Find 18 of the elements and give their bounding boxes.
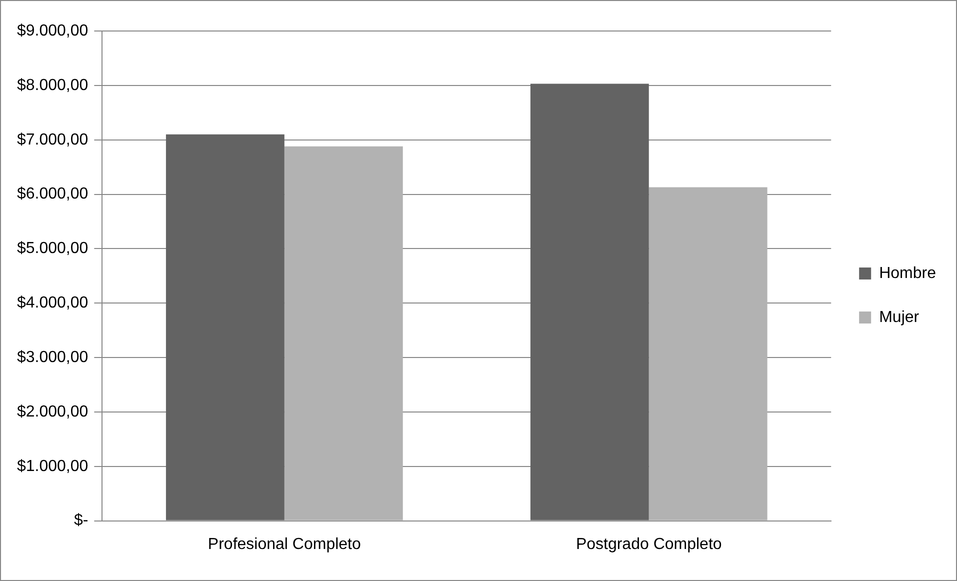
y-tick-label: $6.000,00: [16, 186, 88, 203]
bar: [648, 187, 768, 520]
bar: [530, 84, 649, 520]
x-tick-label: Profesional Completo: [208, 536, 361, 553]
bar: [166, 134, 284, 520]
y-tick-label: $7.000,00: [16, 131, 88, 148]
y-tick-label: $2.000,00: [16, 403, 88, 420]
bar: [284, 146, 403, 520]
legend-label: Hombre: [879, 264, 936, 282]
y-tick-label: $1.000,00: [16, 458, 88, 475]
x-tick-label: Postgrado Completo: [576, 536, 722, 553]
y-tick-label: $5.000,00: [16, 240, 88, 258]
y-tick-label: $8.000,00: [16, 76, 88, 94]
legend-label: Mujer: [879, 308, 920, 326]
y-tick-label: $-: [74, 512, 88, 530]
y-tick-label: $9.000,00: [16, 22, 88, 40]
y-tick-label: $3.000,00: [16, 348, 88, 366]
y-tick-label: $4.000,00: [16, 294, 88, 312]
